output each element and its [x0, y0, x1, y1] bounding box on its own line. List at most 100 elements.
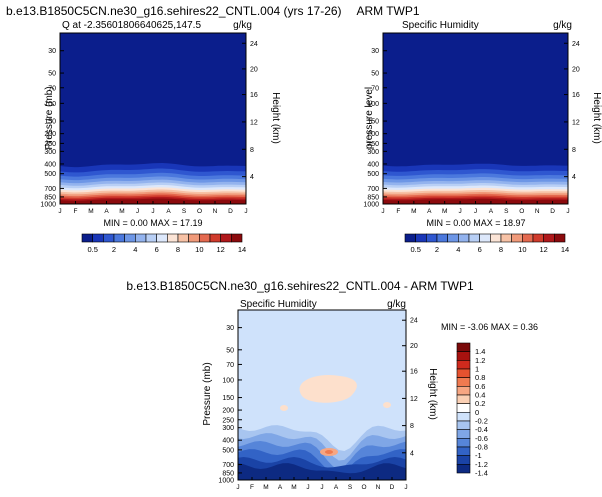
panel3-ytick-label: 200	[222, 408, 234, 415]
panel3-ytick-label: 400	[222, 438, 234, 445]
panel2-height-tick-label: 4	[572, 174, 576, 181]
panel2-ytick-label: 250	[367, 141, 379, 148]
panel1-colorbar-label: 10	[195, 245, 203, 254]
panel1-colorbar-label: 2	[112, 245, 116, 254]
panel1-ytick-label: 500	[44, 171, 56, 178]
panel2-xtick-label: A	[427, 208, 432, 215]
panel2-colorbar-swatch	[490, 233, 502, 243]
panel2-colorbar-label: 12	[539, 245, 547, 254]
panel2-colorbar-swatch	[436, 233, 448, 243]
panel1-xtick-label: J	[244, 208, 247, 215]
panel3-xtick-label: D	[390, 484, 395, 491]
panel2-ytick-label: 400	[367, 161, 379, 168]
panel2-colorbar-swatch	[479, 233, 491, 243]
panel1-xtick-label: J	[151, 208, 154, 215]
panel2-ytick-label: 30	[371, 48, 379, 55]
panel3-colorbar-label: 0	[475, 408, 479, 417]
panel2-xtick-label: M	[411, 208, 416, 215]
panel3-stats: MIN = -3.06 MAX = 0.36	[441, 322, 538, 332]
panel1-ytick-label: 50	[48, 71, 56, 78]
panel3-colorbar-label: -1.2	[475, 460, 488, 469]
panel3-colorbar-label: 0.4	[475, 391, 485, 400]
panel1-ylabel-right: Height (km)	[270, 92, 281, 144]
panel3-xtick-label: M	[263, 484, 268, 491]
panel1-ytick-label: 300	[44, 149, 56, 156]
panel3-ytick-label: 1000	[218, 478, 234, 485]
panel3-height-tick-label: 8	[410, 423, 414, 430]
panel1-colorbar-swatch	[92, 233, 104, 243]
panel3-ylabel: Pressure (mb)	[202, 362, 213, 425]
panel3-ytick-label: 50	[226, 347, 234, 354]
panel2-colorbar-swatch	[522, 233, 534, 243]
panel3-colorbar-swatch	[456, 446, 471, 456]
panel3-colorbar-label: -1.4	[475, 469, 488, 478]
panel3-colorbar-swatch	[456, 420, 471, 430]
panel1-colorbar-swatch	[220, 233, 232, 243]
panel1-colorbar-label: 0.5	[87, 245, 97, 254]
panel1-colorbar-swatch	[199, 233, 211, 243]
panel-model: Q at -2.35601806640625,147.5 g/kg Pressu…	[40, 20, 281, 254]
panel3-colorbar-swatch	[456, 360, 471, 370]
panel1-colorbar-swatch	[145, 233, 157, 243]
panel3-colorbar-swatch	[456, 464, 471, 474]
panel1-colorbar-swatch	[156, 233, 168, 243]
panel3-height-tick-label: 20	[410, 343, 418, 350]
panel1-xtick-label: A	[104, 208, 109, 215]
panel1-colorbar-swatch	[124, 233, 136, 243]
panel2-colorbar-label: 2	[435, 245, 439, 254]
panel3-ylabel-right: Height (km)	[427, 368, 438, 420]
panel1-xtick-label: M	[119, 208, 124, 215]
panel3-positive-region	[299, 374, 357, 403]
panel3-ytick-label: 150	[222, 395, 234, 402]
panel3-ytick-label: 700	[222, 462, 234, 469]
panel2-height-tick-label: 24	[572, 41, 580, 48]
panel2-ytick-label: 150	[367, 119, 379, 126]
panel1-xtick-label: D	[228, 208, 233, 215]
panel2-height-tick-label: 8	[572, 147, 576, 154]
panel1-ytick-label: 250	[44, 141, 56, 148]
panel3-height-tick-label: 16	[410, 369, 418, 376]
panel3-colorbar-label: -0.6	[475, 434, 488, 443]
panel3-colorbar-swatch	[456, 386, 471, 396]
panel2-colorbar-swatch	[532, 233, 544, 243]
panel2-xtick-label: F	[396, 208, 400, 215]
panel3-xtick-label: F	[250, 484, 254, 491]
panel3-xtick-label: S	[348, 484, 353, 491]
panel3-height-tick-label: 12	[410, 396, 418, 403]
panel2-colorbar-swatch	[415, 233, 427, 243]
panel-difference: Specific Humidity g/kg Pressure (mb) Hei…	[202, 299, 538, 491]
panel1-height-tick-label: 24	[250, 41, 258, 48]
panel2-colorbar-swatch	[500, 233, 512, 243]
panel2-colorbar-label: 10	[518, 245, 526, 254]
panel2-colorbar-label: 6	[478, 245, 482, 254]
panel1-xtick-label: F	[74, 208, 78, 215]
panel2-height-tick-label: 16	[572, 92, 580, 99]
panel2-xtick-label: N	[535, 208, 540, 215]
panel3-colorbar-swatch	[456, 429, 471, 439]
panel2-xtick-label: J	[458, 208, 461, 215]
panel2-ylabel-right: Height (km)	[591, 92, 602, 144]
panel1-colorbar-swatch	[103, 233, 115, 243]
panel2-xtick-label: J	[474, 208, 477, 215]
panel1-ytick-label: 150	[44, 119, 56, 126]
panel1-colorbar-swatch	[167, 233, 179, 243]
panel1-height-tick-label: 12	[250, 119, 258, 126]
panel3-colorbar-swatch	[456, 455, 471, 465]
panel2-units: g/kg	[553, 20, 572, 31]
panel2-ytick-label: 50	[371, 71, 379, 78]
panel1-colorbar-label: 4	[133, 245, 137, 254]
panel2-xtick-label: J	[381, 208, 384, 215]
panel3-positive-region	[280, 405, 288, 411]
panel3-colorbar-label: -0.8	[475, 443, 488, 452]
panel3-colorbar-swatch	[456, 394, 471, 404]
panel2-colorbar-swatch	[468, 233, 480, 243]
panel3-negative-band	[238, 463, 406, 480]
panel-observation: Specific Humidity g/kg pressure level He…	[363, 20, 602, 254]
panel3-positive-region	[325, 450, 333, 454]
panel2-ytick-label: 1000	[363, 202, 379, 209]
panel3-xtick-label: J	[236, 484, 239, 491]
panel2-ytick-label: 70	[371, 85, 379, 92]
panel2-colorbar-swatch	[404, 233, 416, 243]
panel1-ylabel: Pressure (mb)	[44, 86, 55, 149]
panel2-colorbar-swatch	[426, 233, 438, 243]
